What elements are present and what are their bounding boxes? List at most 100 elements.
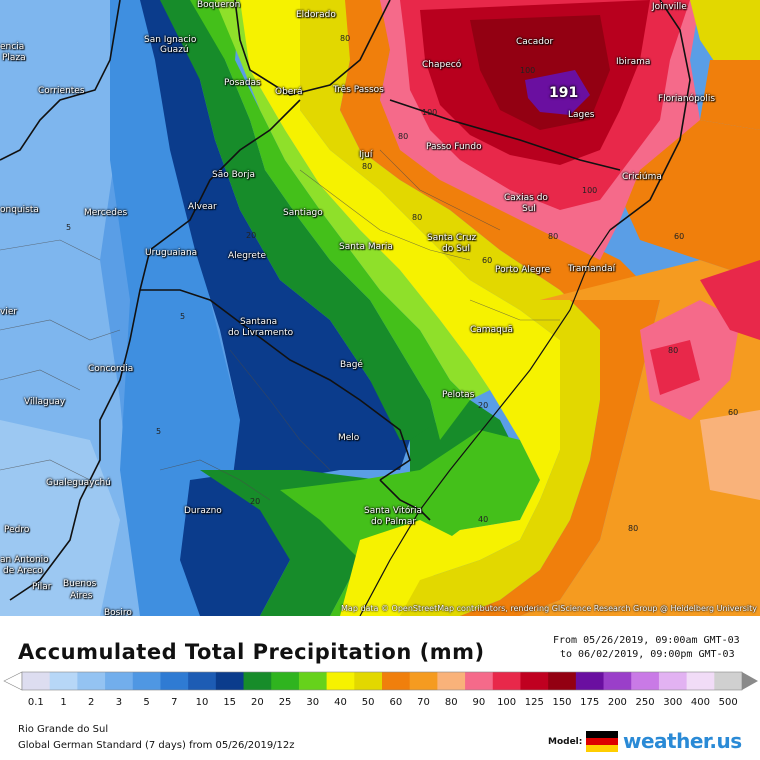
scale-tick-label: 7 bbox=[171, 697, 178, 708]
date-to: to 06/02/2019, 09:00pm GMT-03 bbox=[560, 649, 735, 660]
admin-line bbox=[229, 349, 331, 471]
city-label: Criciúma bbox=[622, 172, 662, 182]
medium-blue-zone bbox=[110, 0, 240, 616]
city-label: Joinville bbox=[652, 2, 687, 12]
scale-swatch bbox=[492, 672, 521, 690]
contour-label: 20 bbox=[250, 497, 261, 506]
scale-arrow-left bbox=[3, 671, 23, 691]
red-east-edge bbox=[700, 260, 760, 340]
scale-swatch bbox=[686, 672, 715, 690]
scale-tick-label: 125 bbox=[524, 697, 544, 708]
admin-line bbox=[159, 459, 271, 501]
scale-swatch bbox=[271, 672, 300, 690]
german-flag-icon bbox=[586, 731, 618, 752]
contour-label: 20 bbox=[478, 401, 489, 410]
scale-tick-label: 400 bbox=[690, 697, 710, 708]
scale-tick-label: 10 bbox=[195, 697, 209, 708]
green-south bbox=[280, 430, 540, 616]
contour-label: 60 bbox=[728, 408, 739, 417]
city-label: Cacador bbox=[516, 37, 554, 47]
border-paraguay-argentina bbox=[0, 0, 121, 161]
admin-lines bbox=[0, 149, 560, 501]
contour-label: 80 bbox=[548, 232, 559, 241]
city-label: Pilar bbox=[32, 582, 52, 592]
city-label: Ibirama bbox=[616, 57, 651, 67]
salmon-east bbox=[700, 410, 760, 500]
scale-arrow-right bbox=[742, 672, 758, 690]
admin-line bbox=[299, 169, 471, 261]
chart-title: Accumulated Total Precipitation (mm) bbox=[18, 640, 485, 664]
orange-northeast bbox=[700, 60, 760, 130]
city-label: Buenos bbox=[63, 579, 97, 589]
border-rs-sc bbox=[389, 99, 621, 171]
city-label: Bagé bbox=[340, 360, 363, 370]
orange-zone bbox=[340, 0, 660, 616]
scale-tick-label: 25 bbox=[278, 697, 292, 708]
contour-label: 40 bbox=[478, 515, 489, 524]
scale-tick-label: 80 bbox=[444, 697, 458, 708]
dark-yellow-zone bbox=[300, 0, 600, 616]
scale-tick-label: 90 bbox=[472, 697, 486, 708]
city-label: Gualeguaychú bbox=[46, 478, 111, 488]
admin-line bbox=[469, 299, 560, 321]
city-label: Três Passos bbox=[333, 85, 384, 95]
city-label: Santa Cruz bbox=[427, 233, 477, 243]
city-label: Boqueron bbox=[197, 0, 241, 10]
scale-swatch bbox=[658, 672, 688, 690]
scale-tick-label: 15 bbox=[223, 697, 237, 708]
brand-logo[interactable]: weather.us bbox=[623, 729, 742, 753]
city-label: Melo bbox=[338, 433, 360, 443]
scale-swatch bbox=[437, 672, 466, 690]
city-label: Concordia bbox=[88, 364, 134, 374]
scale-swatch bbox=[382, 672, 411, 690]
city-label: Villaguay bbox=[24, 397, 66, 407]
contour-label: 5 bbox=[180, 312, 186, 321]
admin-line bbox=[0, 369, 81, 391]
very-light-blue-zone bbox=[0, 420, 120, 616]
contour-label: 100 bbox=[520, 66, 536, 75]
city-label: Corrientes bbox=[38, 86, 85, 96]
scale-swatch bbox=[465, 672, 494, 690]
admin-line bbox=[0, 459, 91, 481]
city-label: Mercedes bbox=[84, 208, 128, 218]
contour-label: 80 bbox=[362, 162, 373, 171]
scale-tick-label: 50 bbox=[361, 697, 375, 708]
city-label: Pedro bbox=[4, 525, 30, 535]
city-label: an Antonio bbox=[0, 555, 49, 565]
border-argentina-brazil-north bbox=[234, 0, 391, 96]
yellow-south bbox=[340, 520, 460, 616]
city-label: vier bbox=[0, 307, 18, 317]
city-label: do Livramento bbox=[228, 328, 294, 338]
light-green-zone bbox=[215, 0, 490, 400]
scale-swatch bbox=[409, 672, 438, 690]
scale-swatch bbox=[548, 672, 577, 690]
scale-tick-label: 175 bbox=[580, 697, 600, 708]
yellow-northeast bbox=[690, 0, 760, 70]
scale-swatch bbox=[298, 672, 328, 690]
yellow-zone bbox=[240, 0, 560, 616]
city-label: do Palmar bbox=[371, 517, 417, 527]
city-label: Durazno bbox=[184, 506, 222, 516]
scale-swatch bbox=[575, 672, 605, 690]
date-from: From 05/26/2019, 09:00am GMT-03 bbox=[553, 635, 740, 646]
city-label: Alvear bbox=[188, 202, 217, 212]
scale-swatch bbox=[243, 672, 272, 690]
scale-swatch bbox=[520, 672, 549, 690]
scale-swatch bbox=[631, 672, 660, 690]
city-label: Ijuí bbox=[359, 150, 373, 160]
border-chui bbox=[379, 479, 431, 521]
purple-max-zone bbox=[525, 70, 590, 115]
city-label: Camaquã bbox=[470, 325, 514, 335]
city-label: Santa Vitória bbox=[364, 506, 423, 516]
city-label: encia bbox=[0, 42, 25, 52]
city-label: Uruguaiana bbox=[145, 248, 198, 258]
city-label: de Areco bbox=[3, 566, 43, 576]
scale-outline bbox=[21, 671, 743, 691]
city-label: Tramandaí bbox=[568, 264, 616, 274]
scale-tick-label: 150 bbox=[552, 697, 572, 708]
scale-swatch bbox=[714, 672, 743, 690]
scale-tick-label: 40 bbox=[334, 697, 347, 708]
scale-swatch bbox=[105, 672, 134, 690]
contour-label: 100 bbox=[422, 108, 438, 117]
scale-tick-label: 300 bbox=[663, 697, 683, 708]
